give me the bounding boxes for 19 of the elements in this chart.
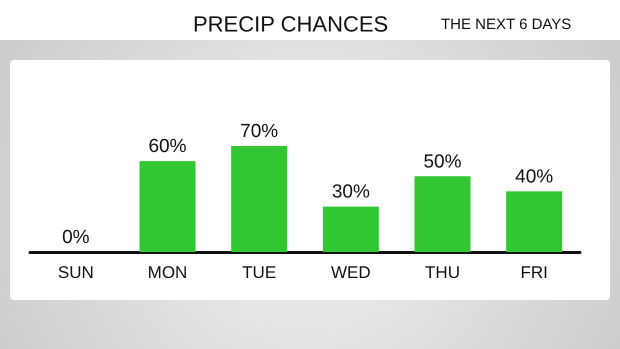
- data-label: 0%: [62, 227, 90, 248]
- data-label: 60%: [148, 136, 187, 158]
- x-tick-label: FRI: [520, 263, 548, 282]
- data-label: 50%: [423, 151, 462, 172]
- bar: [231, 146, 288, 252]
- chart-subtitle: THE NEXT 6 DAYS: [441, 16, 572, 33]
- data-label: 70%: [240, 121, 278, 142]
- x-tick-label: WED: [330, 263, 371, 282]
- bar: [414, 176, 470, 252]
- x-tick-label: TUE: [242, 263, 276, 282]
- x-tick-label: MON: [148, 263, 188, 282]
- bar: [322, 206, 379, 252]
- chart-title: PRECIP CHANCES: [193, 12, 388, 36]
- bar: [506, 191, 562, 252]
- bar: [140, 161, 196, 252]
- data-label: 40%: [515, 166, 554, 188]
- x-tick-label: THU: [425, 263, 460, 282]
- data-label: 30%: [332, 182, 370, 203]
- x-tick-label: SUN: [58, 263, 94, 282]
